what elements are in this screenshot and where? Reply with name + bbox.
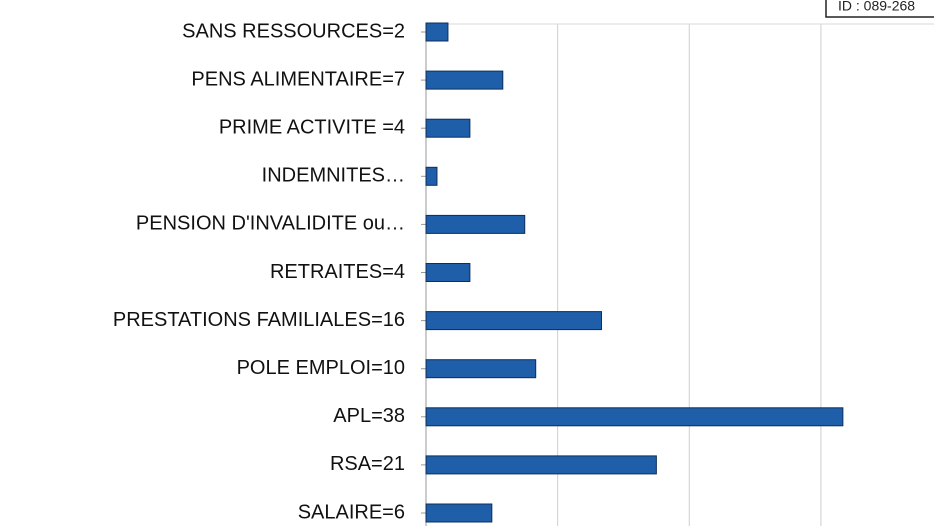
id-label: ID : 089-268 [838, 0, 915, 14]
bar [425, 503, 493, 523]
bar [425, 166, 438, 186]
y-tick-label: PRIME ACTIVITE =4 [219, 116, 405, 138]
y-tick-label: RETRAITES=4 [270, 261, 405, 283]
y-tick-label: SALAIRE=6 [298, 501, 405, 523]
y-tick-label: PENS ALIMENTAIRE=7 [191, 68, 405, 90]
y-tick-label: POLE EMPLOI=10 [237, 357, 405, 379]
bar [425, 407, 844, 427]
y-tick-label: SANS RESSOURCES=2 [182, 20, 405, 42]
id-box [825, 0, 934, 18]
bar [425, 70, 504, 90]
y-tick-label: PENSION D'INVALIDITE ou… [136, 213, 405, 235]
bar [425, 311, 603, 331]
y-tick-label: INDEMNITES… [262, 165, 405, 187]
bar [425, 455, 657, 475]
bar [425, 118, 471, 138]
y-tick-label: RSA=21 [330, 453, 405, 475]
y-tick-label: APL=38 [333, 405, 405, 427]
bar [425, 22, 449, 42]
bar [425, 214, 526, 234]
y-tick-label: PRESTATIONS FAMILIALES=16 [113, 309, 405, 331]
bar [425, 359, 537, 379]
bar [425, 263, 471, 282]
